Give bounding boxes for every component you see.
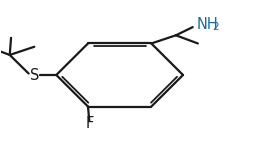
- Text: F: F: [85, 116, 93, 131]
- Text: S: S: [30, 68, 39, 82]
- Text: NH: NH: [197, 17, 218, 32]
- Text: 2: 2: [213, 22, 219, 32]
